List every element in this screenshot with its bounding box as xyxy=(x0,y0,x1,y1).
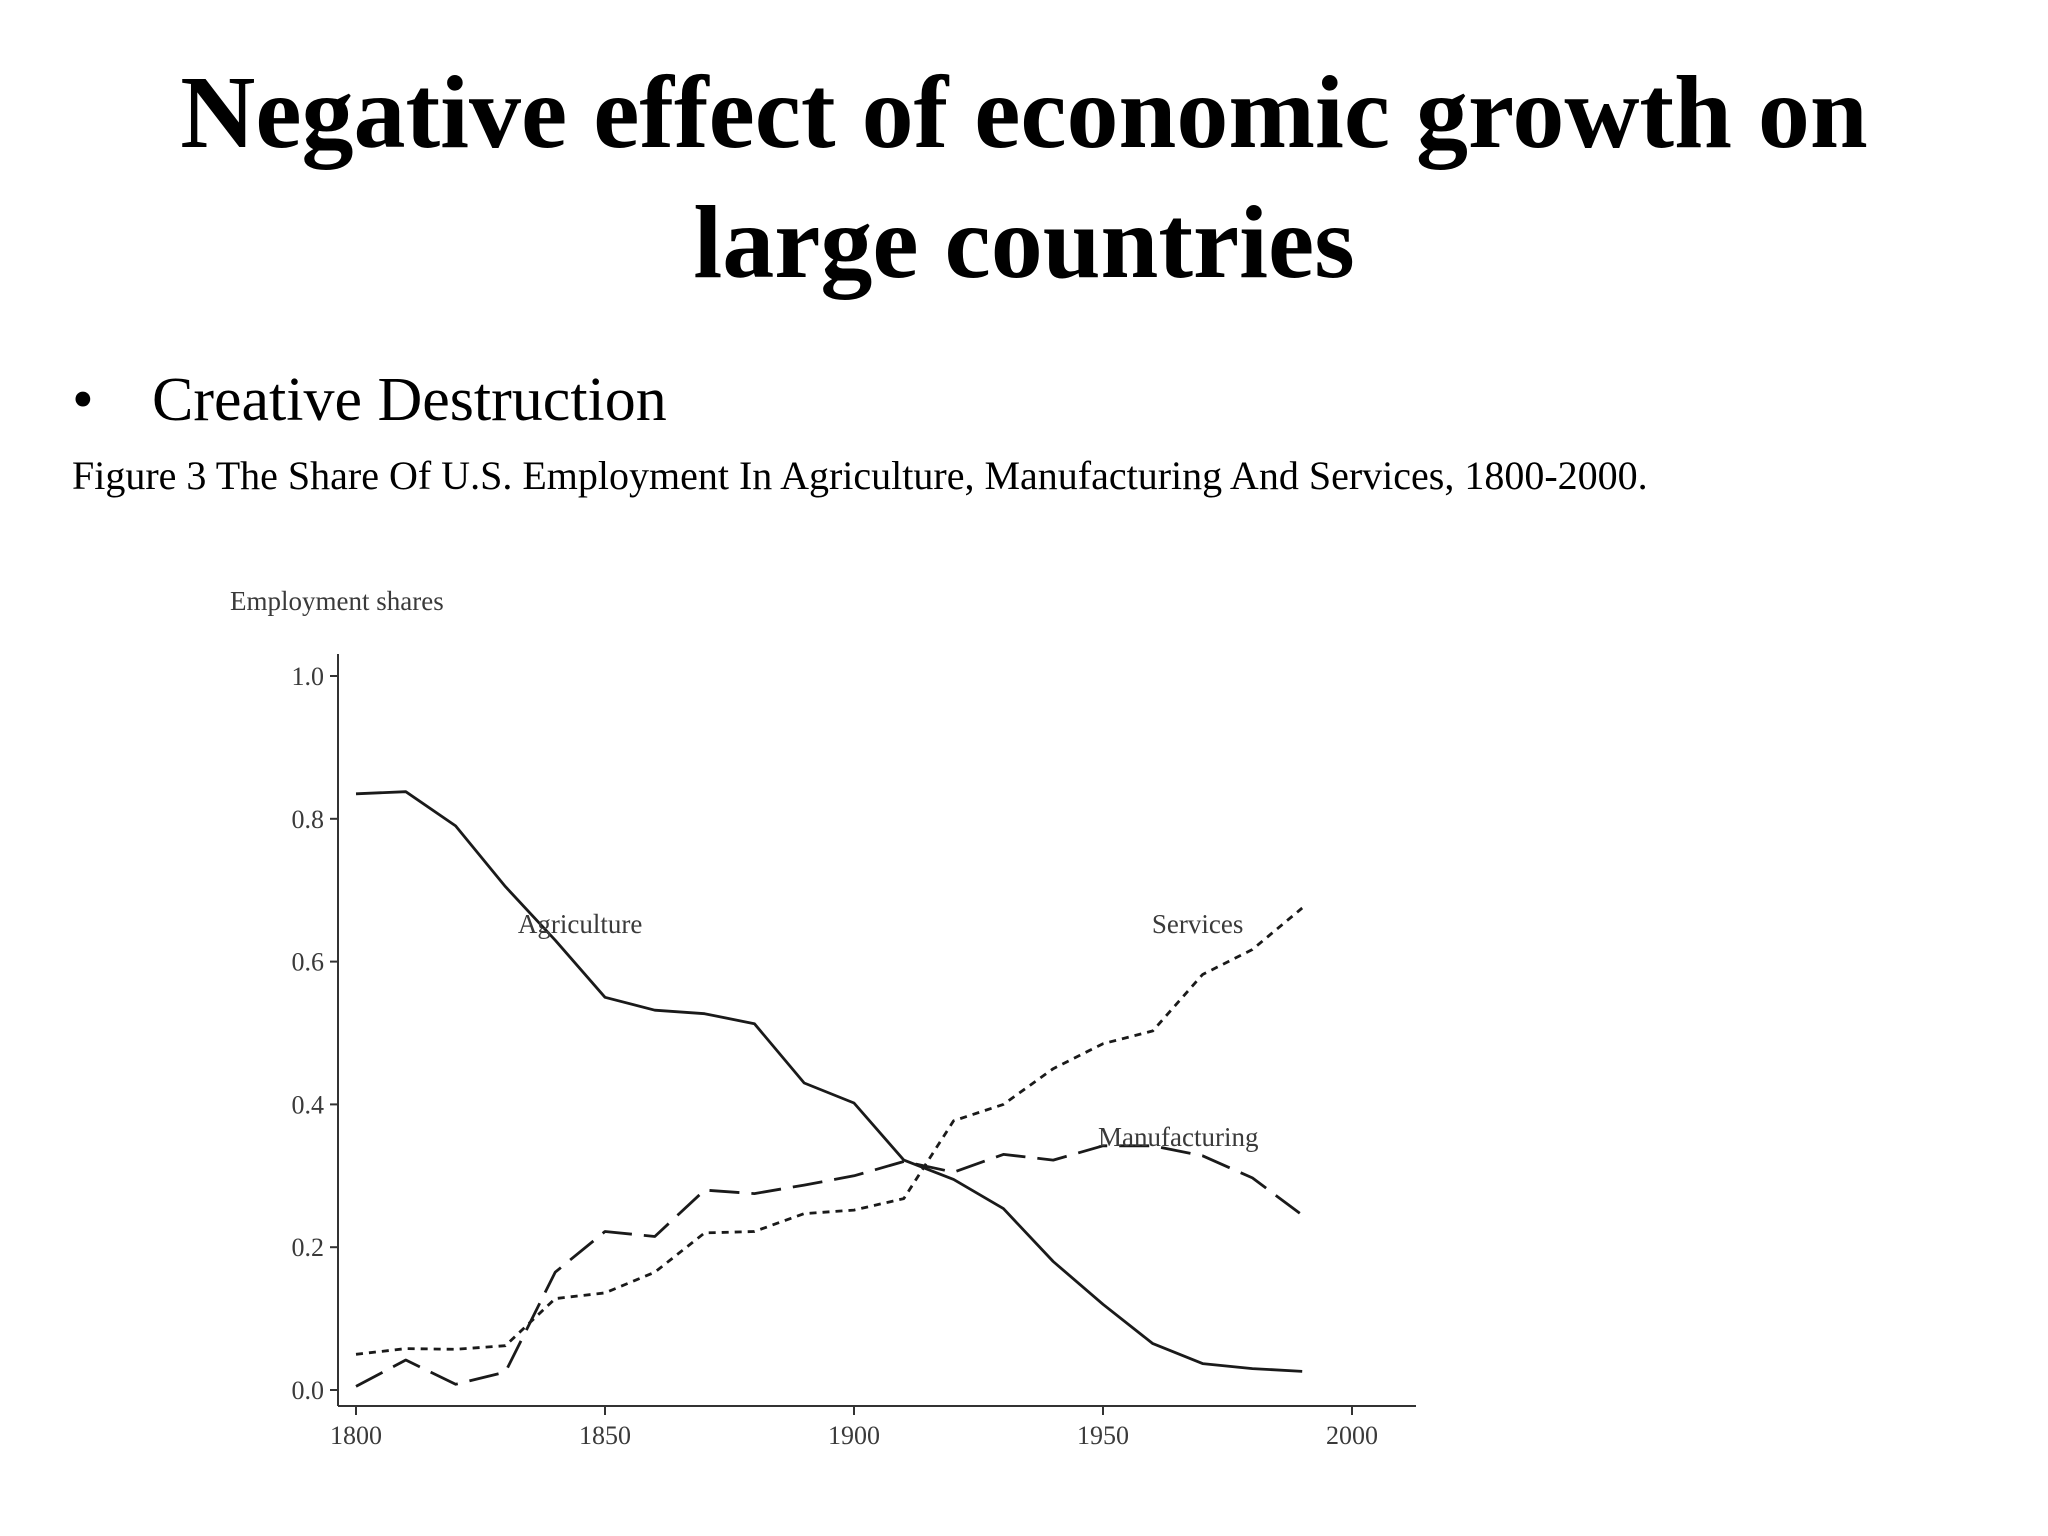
slide-title: Negative effect of economic growth on la… xyxy=(0,48,2048,308)
y-tick-label: 0.8 xyxy=(292,805,325,834)
bullet-icon: • xyxy=(72,365,152,436)
series-label-services: Services xyxy=(1152,909,1243,939)
series-line-manufacturing xyxy=(356,1146,1302,1387)
y-tick-label: 1.0 xyxy=(292,662,325,691)
x-tick-label: 2000 xyxy=(1326,1421,1378,1450)
figure-caption: Figure 3 The Share Of U.S. Employment In… xyxy=(72,448,1648,504)
series-label-agriculture: Agriculture xyxy=(518,909,642,939)
y-tick-label: 0.6 xyxy=(292,948,325,977)
series-line-agriculture xyxy=(356,792,1302,1372)
axes: 0.0 0.2 0.4 0.6 0.8 1.0 1800 1850 1900 1950 2000 xyxy=(292,654,1417,1450)
series-label-manufacturing: Manufacturing xyxy=(1098,1122,1258,1152)
bullet-item: • Creative Destruction xyxy=(72,360,667,440)
bullet-text: Creative Destruction xyxy=(152,365,667,436)
slide-title-line-2: large countries xyxy=(0,178,2048,308)
y-axis-label: Employment shares xyxy=(230,586,444,616)
series-labels: Agriculture Manufacturing Services xyxy=(518,909,1259,1152)
y-tick-label: 0.4 xyxy=(292,1090,325,1119)
y-tick-label: 0.0 xyxy=(292,1376,325,1405)
employment-share-chart: Employment shares 0.0 0.2 0.4 0.6 0.8 1.0 1800… xyxy=(200,570,1440,1470)
x-tick-label: 1800 xyxy=(330,1421,382,1450)
x-tick-label: 1850 xyxy=(579,1421,631,1450)
x-tick-label: 1900 xyxy=(828,1421,880,1450)
x-tick-label: 1950 xyxy=(1077,1421,1129,1450)
y-tick-label: 0.2 xyxy=(292,1233,325,1262)
chart-container: Employment shares 0.0 0.2 0.4 0.6 0.8 1.0 1800… xyxy=(200,570,1440,1470)
slide-title-line-1: Negative effect of economic growth on xyxy=(0,48,2048,178)
series-lines xyxy=(356,792,1302,1387)
